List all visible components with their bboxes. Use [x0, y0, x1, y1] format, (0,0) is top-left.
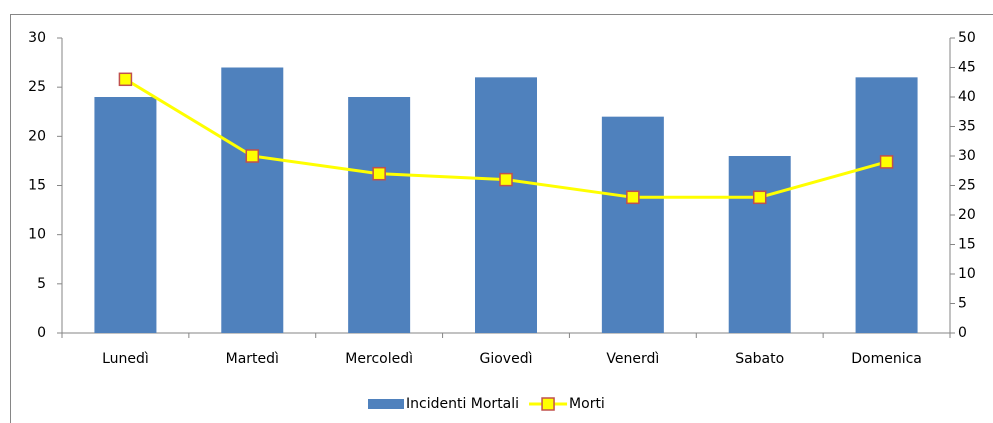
- y-tick-label: 15: [28, 178, 46, 194]
- marker: [245, 149, 260, 163]
- x-tick-label: Venerdì: [606, 351, 659, 367]
- legend-label: Incidenti Mortali: [406, 396, 519, 412]
- legend-label: Morti: [569, 396, 605, 412]
- y2-tick-label: 20: [958, 207, 976, 223]
- marker: [118, 72, 133, 87]
- y2-tick-label: 5: [958, 296, 967, 312]
- y2-tick-label: 40: [958, 89, 976, 105]
- y-tick-label: 20: [28, 128, 46, 144]
- legend-marker: [541, 397, 555, 411]
- marker: [879, 155, 894, 169]
- bar: [728, 156, 791, 333]
- y2-tick-label: 15: [958, 237, 976, 253]
- y2-tick-label: 0: [958, 325, 967, 341]
- bar: [855, 77, 918, 333]
- y-tick-label: 0: [37, 325, 46, 341]
- x-tick-label: Mercoledì: [345, 351, 413, 367]
- bar: [221, 67, 284, 333]
- bar: [475, 77, 537, 333]
- x-tick-label: Giovedì: [480, 351, 533, 367]
- chart-border: [10, 14, 993, 423]
- legend-swatch: [368, 399, 404, 409]
- x-tick-label: Sabato: [735, 351, 784, 367]
- y2-tick-label: 10: [958, 266, 976, 282]
- y2-tick-label: 45: [958, 60, 976, 76]
- marker: [499, 172, 513, 187]
- bar: [348, 97, 411, 333]
- x-tick-label: Martedì: [226, 351, 279, 367]
- bar: [94, 97, 157, 333]
- marker: [372, 166, 386, 181]
- marker: [626, 190, 640, 205]
- y2-tick-label: 25: [958, 178, 976, 194]
- marker: [752, 190, 767, 205]
- y2-tick-label: 50: [958, 30, 976, 46]
- y2-tick-label: 35: [958, 119, 976, 135]
- y-tick-label: 5: [37, 276, 46, 292]
- y-tick-label: 10: [28, 227, 46, 243]
- y-tick-label: 30: [28, 30, 46, 46]
- bar: [601, 116, 664, 334]
- x-tick-label: Lunedì: [102, 351, 149, 367]
- x-tick-label: Domenica: [851, 351, 922, 367]
- y-tick-label: 25: [28, 79, 46, 95]
- y2-tick-label: 30: [958, 148, 976, 164]
